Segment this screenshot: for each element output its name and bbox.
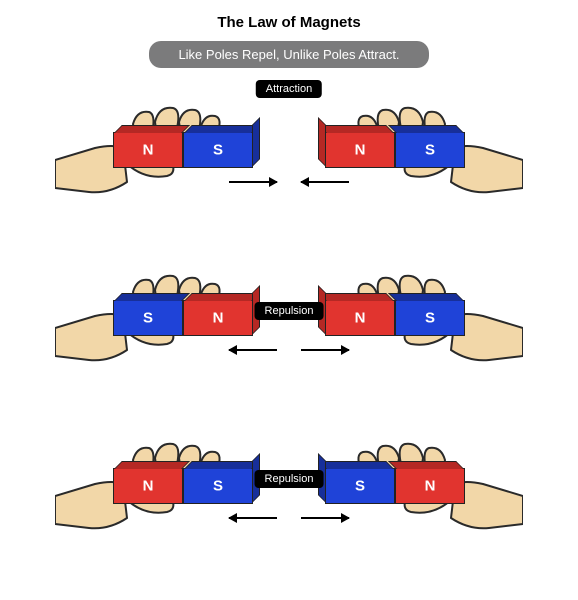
- magnet-pole: S: [395, 132, 465, 168]
- row-caption: Attraction: [256, 80, 322, 98]
- hand-left: N S: [55, 426, 265, 546]
- force-arrow-right: [301, 181, 349, 183]
- row-caption: Repulsion: [255, 302, 324, 320]
- bar-magnet: N S: [113, 468, 253, 504]
- magnet-pole: S: [113, 300, 183, 336]
- force-arrow-left: [229, 181, 277, 183]
- force-arrow-right: [301, 349, 349, 351]
- row-caption: Repulsion: [255, 470, 324, 488]
- magnet-pole: S: [183, 468, 253, 504]
- pole-label: S: [425, 310, 435, 327]
- pole-label: N: [355, 310, 366, 327]
- bar-magnet: N S: [325, 468, 465, 504]
- bar-magnet: S N: [113, 300, 253, 336]
- bar-magnet: S N: [325, 132, 465, 168]
- pole-label: N: [143, 478, 154, 495]
- force-arrow-right: [301, 517, 349, 519]
- force-arrow-left: [229, 349, 277, 351]
- magnet-pole: N: [325, 300, 395, 336]
- force-arrows: [229, 510, 349, 526]
- pole-label: N: [425, 478, 436, 495]
- magnet-pole: N: [183, 300, 253, 336]
- diagram-stage: N S S: [0, 80, 578, 600]
- hand-right: N S: [313, 426, 523, 546]
- pole-label: N: [143, 142, 154, 159]
- pole-label: S: [355, 478, 365, 495]
- magnet-pole: N: [395, 468, 465, 504]
- page-title: The Law of Magnets: [0, 0, 578, 31]
- pole-label: N: [355, 142, 366, 159]
- bar-magnet: S N: [325, 300, 465, 336]
- hand-left: N S: [55, 90, 265, 210]
- magnet-pole: S: [395, 300, 465, 336]
- pole-label: S: [143, 310, 153, 327]
- magnet-pole: S: [183, 132, 253, 168]
- diagram-row: S N S: [0, 248, 578, 408]
- pole-label: S: [213, 478, 223, 495]
- hand-left: S N: [55, 258, 265, 378]
- force-arrow-left: [229, 517, 277, 519]
- pole-label: N: [213, 310, 224, 327]
- hand-right: S N: [313, 258, 523, 378]
- rule-pill: Like Poles Repel, Unlike Poles Attract.: [149, 41, 429, 68]
- magnet-pole: N: [325, 132, 395, 168]
- pole-label: S: [425, 142, 435, 159]
- diagram-row: N S S: [0, 80, 578, 240]
- pole-label: S: [213, 142, 223, 159]
- diagram-row: N S N: [0, 416, 578, 576]
- force-arrows: [229, 342, 349, 358]
- magnet-pole: N: [113, 468, 183, 504]
- magnet-pole: N: [113, 132, 183, 168]
- force-arrows: [229, 174, 349, 190]
- bar-magnet: N S: [113, 132, 253, 168]
- magnet-pole: S: [325, 468, 395, 504]
- hand-right: S N: [313, 90, 523, 210]
